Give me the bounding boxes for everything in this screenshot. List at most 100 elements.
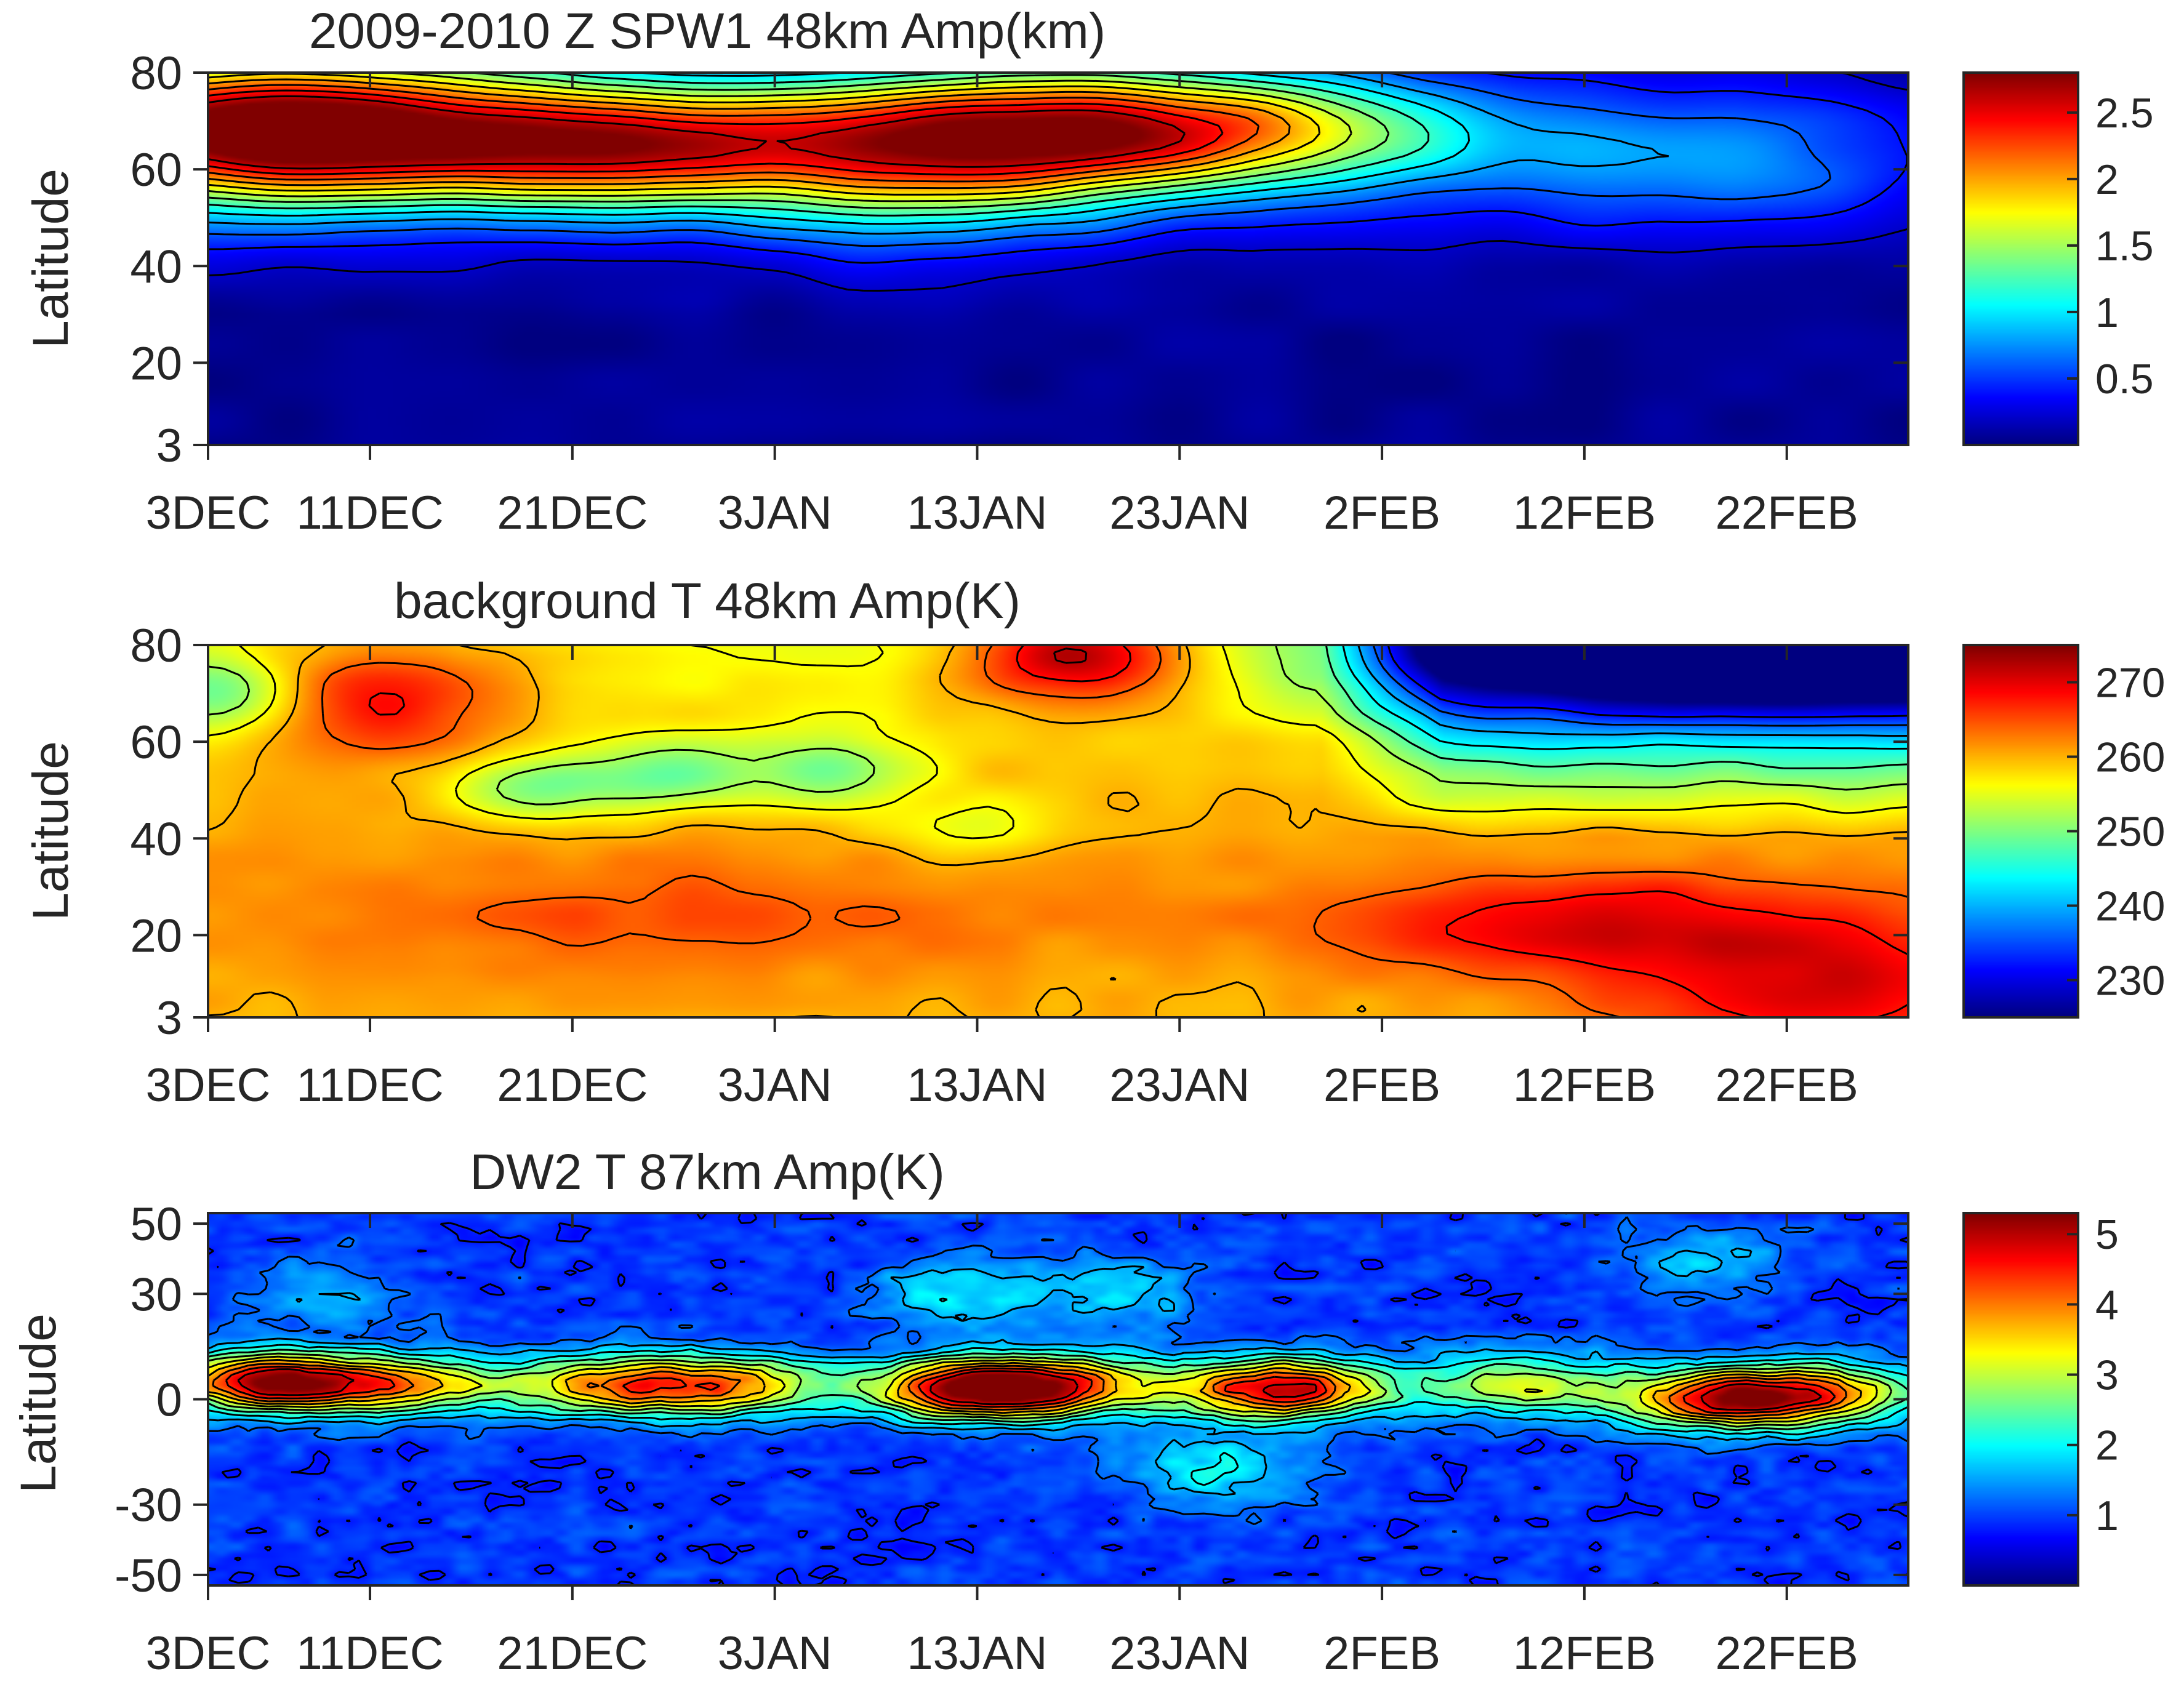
x-axis: 3DEC 11DEC 21DEC 3JAN 13JAN 23JAN 2FEB 12FEB 22F… <box>146 1213 1858 1680</box>
colorbar-tick-label: 1 <box>2095 1493 2119 1539</box>
x-tick-label: 11DEC <box>296 487 443 539</box>
colorbar <box>1964 1213 2078 1585</box>
colorbar-tick-label: 1.5 <box>2095 223 2154 270</box>
x-tick-label: 21DEC <box>497 487 648 539</box>
contour-level-11 <box>207 89 1224 176</box>
contour-level-4 <box>1325 644 1909 769</box>
colorbar-tick-label: 5 <box>2095 1211 2119 1258</box>
colorbar-frame <box>1962 1212 2079 1587</box>
chart-title: background T 48km Amp(K) <box>394 573 1021 629</box>
y-axis-label: Latitude <box>23 741 79 921</box>
colorbar-tick-label: 270 <box>2095 660 2165 707</box>
colorbar-tick-label: 0.5 <box>2095 356 2154 403</box>
y-tick-label: 60 <box>130 144 182 196</box>
x-axis: 3DEC 11DEC 21DEC 3JAN 13JAN 23JAN 2FEB 12FEB 22F… <box>146 645 1858 1112</box>
contour-level-7 <box>207 644 1909 1019</box>
y-tick-label: 50 <box>130 1198 182 1251</box>
y-tick-label: 80 <box>130 620 182 672</box>
colorbar-tick-label: 4 <box>2095 1281 2119 1328</box>
y-tick-label: 30 <box>130 1268 182 1321</box>
colorbar-tick-label: 1 <box>2095 289 2119 336</box>
contour-level-5 <box>207 644 1909 806</box>
y-axis-label: Latitude <box>23 169 79 348</box>
colorbar-tick-label: 260 <box>2095 734 2165 781</box>
contour-level-0 <box>1387 644 1909 718</box>
y-tick-label: -30 <box>114 1480 182 1532</box>
contour-level-7 <box>207 1355 1878 1424</box>
colorbar-ticks: 230 240 250 260 270 <box>2067 660 2165 1004</box>
colorbar-tick-label: 3 <box>2095 1352 2119 1399</box>
x-tick-label: 2FEB <box>1323 1627 1440 1680</box>
contour-level-9 <box>207 78 1291 190</box>
colorbar-ticks: 0.5 1 1.5 2 2.5 <box>2067 90 2154 403</box>
x-tick-label: 11DEC <box>296 1627 443 1680</box>
y-tick-label: 3 <box>156 992 182 1044</box>
colorbar-tick-label: 240 <box>2095 883 2165 930</box>
y-axis: 3 20 40 60 80 <box>130 47 1908 472</box>
x-tick-label: 3JAN <box>718 1627 832 1680</box>
x-tick-label: 2FEB <box>1323 1059 1440 1112</box>
contour-level-3 <box>207 1247 1909 1496</box>
y-axis-label: Latitude <box>10 1313 66 1493</box>
panel-background-t: background T 48km Amp(K) Latitude 3DEC 11… <box>23 573 2165 1112</box>
x-tick-label: 2FEB <box>1323 487 1440 539</box>
x-tick-label: 12FEB <box>1513 1627 1656 1680</box>
colorbar-ticks: 1 2 3 4 5 <box>2067 1211 2119 1539</box>
x-tick-label: 12FEB <box>1513 487 1656 539</box>
y-axis: -50 -30 0 30 50 <box>114 1198 1908 1602</box>
contour-level-6 <box>207 1352 1893 1428</box>
colorbar-tick-label: 2 <box>2095 156 2119 203</box>
contour-level-11 <box>237 1368 1822 1411</box>
y-tick-label: 40 <box>130 241 182 293</box>
colorbar <box>1964 73 2078 445</box>
x-tick-label: 3DEC <box>146 487 271 539</box>
contour-level-4 <box>207 1297 1909 1486</box>
x-tick-label: 11DEC <box>296 1059 443 1112</box>
contour-level-8 <box>207 73 1321 196</box>
contour-level-1 <box>1372 644 1909 727</box>
contour-level-10 <box>1053 647 1088 664</box>
colorbar-tick-label: 250 <box>2095 809 2165 856</box>
panel-dw2: DW2 T 87km Amp(K) Latitude 3DEC 11DEC 21DE… <box>10 1144 2119 1680</box>
contour-level-5 <box>207 1348 1909 1432</box>
x-tick-label: 13JAN <box>907 487 1047 539</box>
x-tick-label: 21DEC <box>497 1059 648 1112</box>
y-tick-label: 60 <box>130 716 182 769</box>
colorbar-tick-label: 2.5 <box>2095 90 2154 137</box>
contour-lines <box>207 644 1909 1019</box>
contour-level-8 <box>321 644 1909 1019</box>
colorbar-tick-label: 230 <box>2095 958 2165 1004</box>
colorbar-frame <box>1962 71 2079 446</box>
x-tick-label: 21DEC <box>497 1627 648 1680</box>
chart-title: 2009-2010 Z SPW1 48km Amp(km) <box>309 3 1106 59</box>
x-tick-label: 3DEC <box>146 1627 271 1680</box>
panel-spw1: 2009-2010 Z SPW1 48km Amp(km) Latitude 3… <box>23 3 2154 539</box>
x-tick-label: 23JAN <box>1109 1627 1250 1680</box>
x-tick-label: 13JAN <box>907 1059 1047 1112</box>
chart-title: DW2 T 87km Amp(K) <box>470 1144 945 1200</box>
x-tick-label: 3JAN <box>718 487 832 539</box>
y-tick-label: 3 <box>156 420 182 472</box>
x-tick-label: 22FEB <box>1716 1059 1858 1112</box>
y-tick-label: 80 <box>130 47 182 100</box>
x-tick-label: 23JAN <box>1109 1059 1250 1112</box>
plot-frame <box>207 71 1909 446</box>
heatmap-field <box>208 73 1908 445</box>
y-axis: 3 20 40 60 80 <box>130 620 1908 1044</box>
x-tick-label: 3DEC <box>146 1059 271 1112</box>
contour-level-9 <box>212 1363 1847 1417</box>
contour-level-10 <box>225 1365 1836 1414</box>
x-tick-label: 22FEB <box>1716 1627 1858 1680</box>
contour-level-1 <box>207 1212 1909 1587</box>
y-tick-label: 0 <box>156 1374 182 1427</box>
contour-level-12 <box>207 95 1186 170</box>
y-tick-label: 20 <box>130 910 182 962</box>
x-tick-label: 12FEB <box>1513 1059 1656 1112</box>
contour-level-10 <box>207 84 1260 183</box>
y-tick-label: 20 <box>130 337 182 390</box>
plot-frame <box>207 644 1909 1019</box>
contour-level-9 <box>368 644 1909 1019</box>
contour-level-2 <box>1357 644 1909 737</box>
heatmap-field <box>208 645 1908 1017</box>
